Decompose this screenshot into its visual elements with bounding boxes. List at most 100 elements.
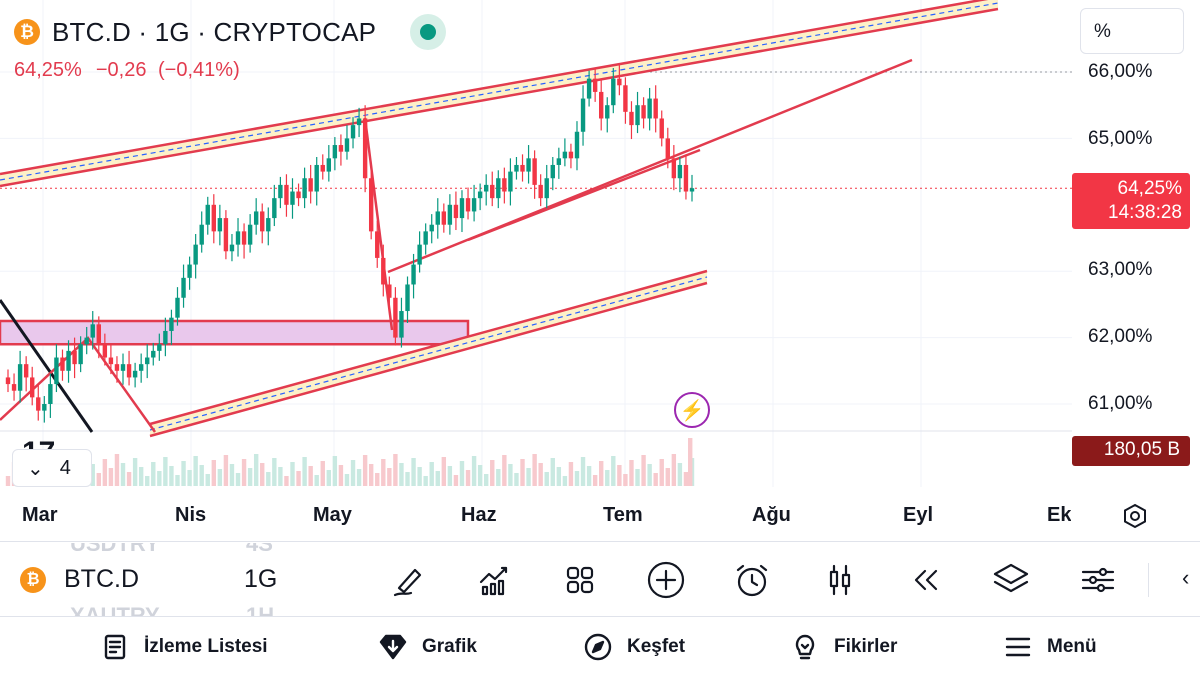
volume-bar: [477, 465, 483, 486]
candle: [653, 85, 658, 133]
price-axis[interactable]: % 66,00% 65,00% 63,00% 62,00% 61,00% 64,…: [1072, 0, 1200, 487]
candle: [471, 184, 477, 222]
volume-bar-last: [688, 438, 693, 486]
price-axis-label: 65,00%: [1088, 128, 1153, 149]
chart-type-icon[interactable]: [819, 559, 861, 601]
symbol-selector[interactable]: ₿ BTC.D: [20, 565, 139, 594]
volume-bar: [272, 458, 277, 486]
candle: [296, 183, 301, 207]
alert-icon[interactable]: [731, 559, 773, 601]
candle: [502, 167, 507, 204]
candle: [405, 276, 410, 323]
toolbar-separator: [1148, 563, 1149, 597]
ghost-symbol: XAUTRY: [70, 603, 160, 617]
candle: [344, 125, 350, 160]
candle: [272, 184, 277, 227]
candle: [60, 349, 65, 381]
volume-bar: [659, 459, 664, 486]
candle: [483, 174, 489, 206]
nav-menu[interactable]: Menü: [1003, 632, 1097, 662]
indicators-collapse-button[interactable]: ⌄ 4: [12, 449, 92, 487]
nav-ideas[interactable]: Fikirler: [790, 632, 897, 662]
volume-bar: [375, 473, 380, 486]
candle: [126, 350, 132, 386]
volume-bar: [605, 470, 610, 486]
hexagon-settings-icon[interactable]: [1118, 499, 1152, 533]
channel-upper-band[interactable]: [0, 0, 999, 188]
volume-bar: [399, 463, 404, 486]
volume-bar: [483, 474, 489, 486]
volume-bar: [671, 454, 677, 486]
candle: [42, 396, 47, 423]
candle: [599, 78, 604, 131]
candle: [520, 154, 525, 182]
candle: [647, 87, 652, 131]
candle: [90, 311, 95, 350]
candle: [538, 174, 543, 207]
volume-bar: [496, 469, 501, 486]
volume-bar: [387, 468, 392, 486]
candle: [17, 350, 23, 403]
chart-header: ₿ BTC.D · 1G · CRYPTOCAP: [14, 14, 447, 50]
channel-lower-band[interactable]: [149, 269, 708, 438]
add-icon[interactable]: [645, 559, 687, 601]
candle: [235, 218, 241, 257]
volume-bar: [211, 460, 217, 486]
candle: [193, 234, 198, 279]
nav-explore[interactable]: Keşfet: [583, 632, 685, 662]
candle: [320, 154, 325, 180]
candle: [435, 198, 440, 239]
volume-bar: [356, 469, 362, 486]
time-axis[interactable]: Mar Nis May Haz Tem Ağu Eyl Ek: [0, 487, 1200, 542]
percent-scale-button[interactable]: %: [1080, 8, 1184, 54]
time-axis-label: Ağu: [752, 504, 791, 526]
volume-bar: [217, 469, 223, 486]
candle: [223, 210, 229, 260]
bitcoin-coin-icon: ₿: [14, 19, 40, 45]
zigzag-pattern: [0, 336, 157, 433]
price-axis-label: 61,00%: [1088, 393, 1153, 414]
candle: [308, 164, 313, 204]
settings-sliders-icon[interactable]: [1077, 559, 1119, 601]
candle: [120, 353, 126, 385]
candle: [72, 337, 77, 379]
templates-icon[interactable]: [559, 559, 601, 601]
volume-bar: [235, 473, 241, 486]
toolbar-scroll-left-icon[interactable]: ‹: [1182, 565, 1190, 590]
volume-bar: [278, 467, 283, 486]
market-status-icon[interactable]: [410, 14, 447, 50]
volume-bar: [629, 460, 634, 486]
volume-bar: [96, 473, 101, 486]
interval-selector[interactable]: 1G: [244, 565, 278, 593]
chart-canvas[interactable]: [0, 0, 1072, 487]
watchlist-icon: [100, 632, 130, 662]
volume-bar: [326, 470, 332, 486]
nav-chart[interactable]: Grafik: [378, 632, 477, 662]
drawing-tools-icon[interactable]: [388, 559, 430, 601]
candle: [623, 77, 628, 124]
lightning-event-icon[interactable]: ⚡: [674, 392, 710, 428]
indicators-icon[interactable]: [473, 559, 515, 601]
replay-icon[interactable]: [904, 559, 946, 601]
candle: [84, 326, 89, 355]
volume-bar: [514, 473, 519, 486]
candle: [11, 373, 17, 401]
chart-area[interactable]: ₿ BTC.D · 1G · CRYPTOCAP 64,25% −0,26 (−0…: [0, 0, 1072, 487]
volume-bar: [314, 475, 319, 486]
volume-bar: [417, 467, 422, 486]
candle: [544, 164, 549, 209]
candle: [526, 145, 531, 184]
layers-icon[interactable]: [990, 559, 1032, 601]
time-axis-label: Nis: [175, 504, 207, 526]
symbol-title[interactable]: BTC.D · 1G · CRYPTOCAP: [52, 16, 377, 47]
volume-bar: [574, 471, 580, 486]
volume-bar: [362, 455, 368, 486]
candle: [641, 97, 646, 129]
candle: [611, 68, 616, 114]
nav-label: Keşfet: [627, 636, 686, 657]
candle: [441, 203, 447, 233]
nav-watchlist[interactable]: İzleme Listesi: [100, 632, 268, 662]
volume-bar: [175, 475, 180, 486]
time-axis-label: Haz: [461, 504, 497, 526]
candle: [284, 174, 289, 217]
